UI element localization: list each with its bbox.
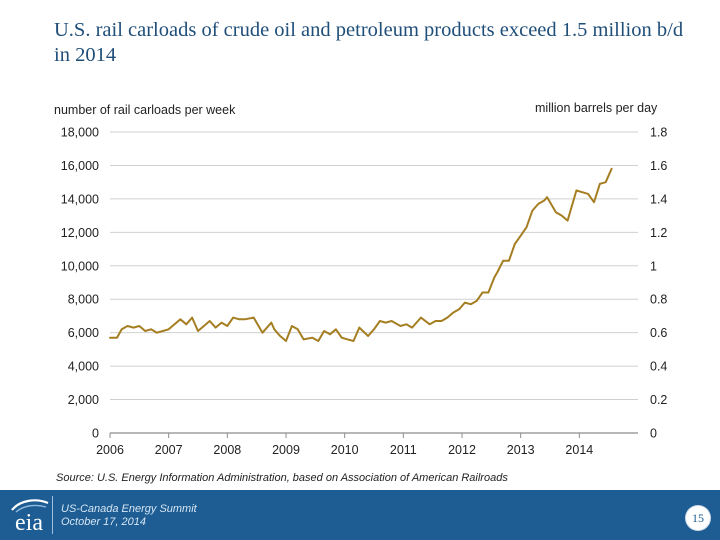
line-chart: 0 2,000 4,000 6,000 8,000 10,000 12,000 14,000 1… — [61, 126, 668, 458]
x-ticks: 2006 2007 2008 2009 2010 2011 2012 2013 2014 — [96, 433, 593, 457]
slide-title: U.S. rail carloads of crude oil and petr… — [54, 19, 684, 66]
y-tick-label-right: 1.6 — [650, 159, 667, 173]
logo-divider — [52, 496, 53, 534]
y-tick-label-right: 0.8 — [650, 293, 667, 307]
y-tick-label-right: 0.2 — [650, 393, 667, 407]
y-tick-label-left: 16,000 — [61, 159, 99, 173]
y-tick-label-right: 1.8 — [650, 126, 667, 140]
y-tick-label-left: 10,000 — [61, 259, 99, 273]
y-tick-label-left: 6,000 — [68, 326, 99, 340]
y-tick-label-right: 1.4 — [650, 192, 667, 206]
y-tick-label-right: 0 — [650, 427, 657, 441]
eia-logo: eia — [6, 496, 50, 536]
page-number-badge: 15 — [686, 506, 710, 530]
gridlines — [110, 131, 638, 434]
footer-bar: eia US-Canada Energy Summit October 17, … — [0, 490, 720, 540]
event-info: US-Canada Energy Summit October 17, 2014 — [61, 503, 197, 529]
y-tick-label-left: 4,000 — [68, 360, 99, 374]
y-tick-label-right: 0.4 — [650, 360, 667, 374]
series-line-rail-carloads — [109, 167, 613, 342]
x-tick-label: 2013 — [507, 443, 535, 457]
y-ticks-right: 0 0.2 0.4 0.6 0.8 1 1.2 1.4 1.6 1.8 — [650, 126, 667, 441]
y-tick-label-left: 18,000 — [61, 126, 99, 140]
y-tick-label-left: 8,000 — [68, 293, 99, 307]
logo-text: eia — [15, 510, 43, 536]
y-axis-label-left: number of rail carloads per week — [54, 103, 236, 117]
event-date: October 17, 2014 — [61, 516, 147, 528]
y-tick-label-right: 1.2 — [650, 226, 667, 240]
series-layer — [109, 167, 613, 342]
y-tick-label-right: 1 — [650, 259, 657, 273]
x-tick-label: 2008 — [213, 443, 241, 457]
source-note: Source: U.S. Energy Information Administ… — [56, 472, 508, 484]
y-ticks-left: 0 2,000 4,000 6,000 8,000 10,000 12,000 14,000 1… — [61, 126, 99, 441]
x-tick-label: 2011 — [390, 443, 417, 457]
y-tick-label-left: 14,000 — [61, 192, 99, 206]
y-tick-label-left: 2,000 — [68, 393, 99, 407]
x-tick-label: 2014 — [565, 443, 593, 457]
x-tick-label: 2006 — [96, 443, 124, 457]
logo-swoosh-icon — [11, 499, 49, 513]
x-tick-label: 2012 — [448, 443, 476, 457]
y-axis-label-right: million barrels per day — [535, 101, 658, 115]
y-tick-label-left: 0 — [92, 427, 99, 441]
x-tick-label: 2007 — [155, 443, 183, 457]
y-tick-label-left: 12,000 — [61, 226, 99, 240]
x-tick-label: 2009 — [272, 443, 300, 457]
event-name: US-Canada Energy Summit — [61, 503, 197, 515]
y-tick-label-right: 0.6 — [650, 326, 667, 340]
x-tick-label: 2010 — [331, 443, 359, 457]
